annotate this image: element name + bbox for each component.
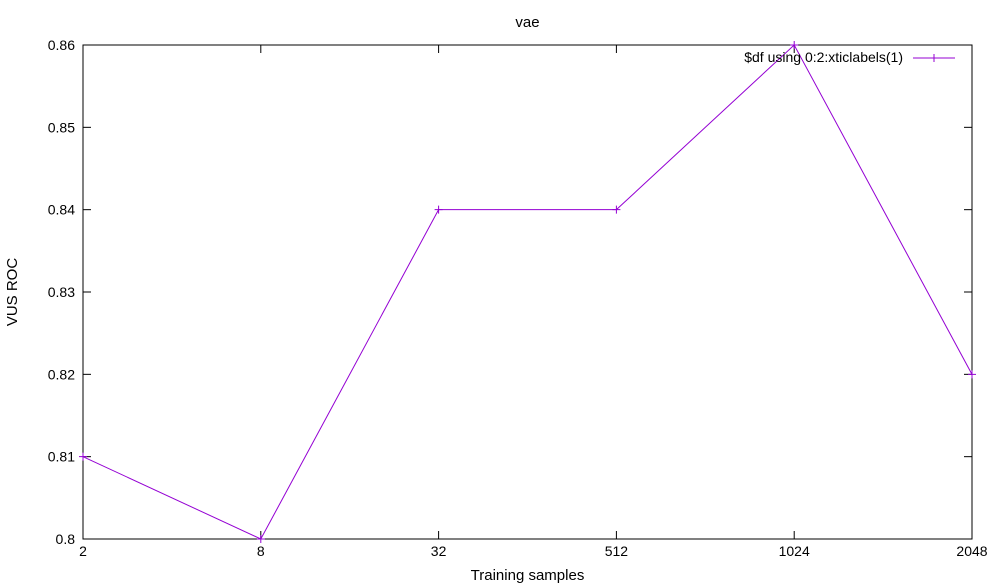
x-tick-label: 2048 bbox=[956, 543, 987, 559]
x-tick-label: 2 bbox=[79, 543, 87, 559]
x-axis-ticks: 2 8 32 512 1024 2048 bbox=[79, 45, 988, 559]
series-group bbox=[79, 41, 976, 543]
y-axis-title: VUS ROC bbox=[4, 258, 21, 327]
y-tick-label: 0.81 bbox=[48, 449, 75, 465]
data-point bbox=[790, 41, 799, 49]
x-tick-label: 1024 bbox=[779, 543, 810, 559]
legend-marker bbox=[930, 54, 938, 62]
x-axis-title: Training samples bbox=[471, 567, 585, 584]
chart-title: vae bbox=[515, 14, 539, 31]
y-tick-label: 0.85 bbox=[48, 119, 75, 135]
plot-frame bbox=[82, 44, 973, 540]
data-point bbox=[968, 370, 976, 379]
y-tick-label: 0.84 bbox=[48, 202, 75, 218]
data-point bbox=[434, 205, 443, 214]
y-axis-ticks: 0.8 0.81 0.82 0.83 0.84 0.85 0.86 bbox=[48, 37, 972, 547]
x-tick-label: 32 bbox=[431, 543, 447, 559]
y-tick-label: 0.83 bbox=[48, 284, 75, 300]
legend-label: $df using 0:2:xticlabels(1) bbox=[744, 49, 903, 65]
x-tick-label: 8 bbox=[257, 543, 265, 559]
y-tick-label: 0.8 bbox=[56, 531, 76, 547]
series-line bbox=[82, 44, 973, 540]
legend: $df using 0:2:xticlabels(1) bbox=[744, 49, 955, 65]
x-tick-label: 512 bbox=[605, 543, 629, 559]
y-tick-label: 0.82 bbox=[48, 366, 75, 382]
y-tick-label: 0.86 bbox=[48, 37, 75, 53]
data-point bbox=[79, 452, 87, 461]
data-point bbox=[612, 205, 621, 214]
data-point bbox=[256, 535, 265, 543]
